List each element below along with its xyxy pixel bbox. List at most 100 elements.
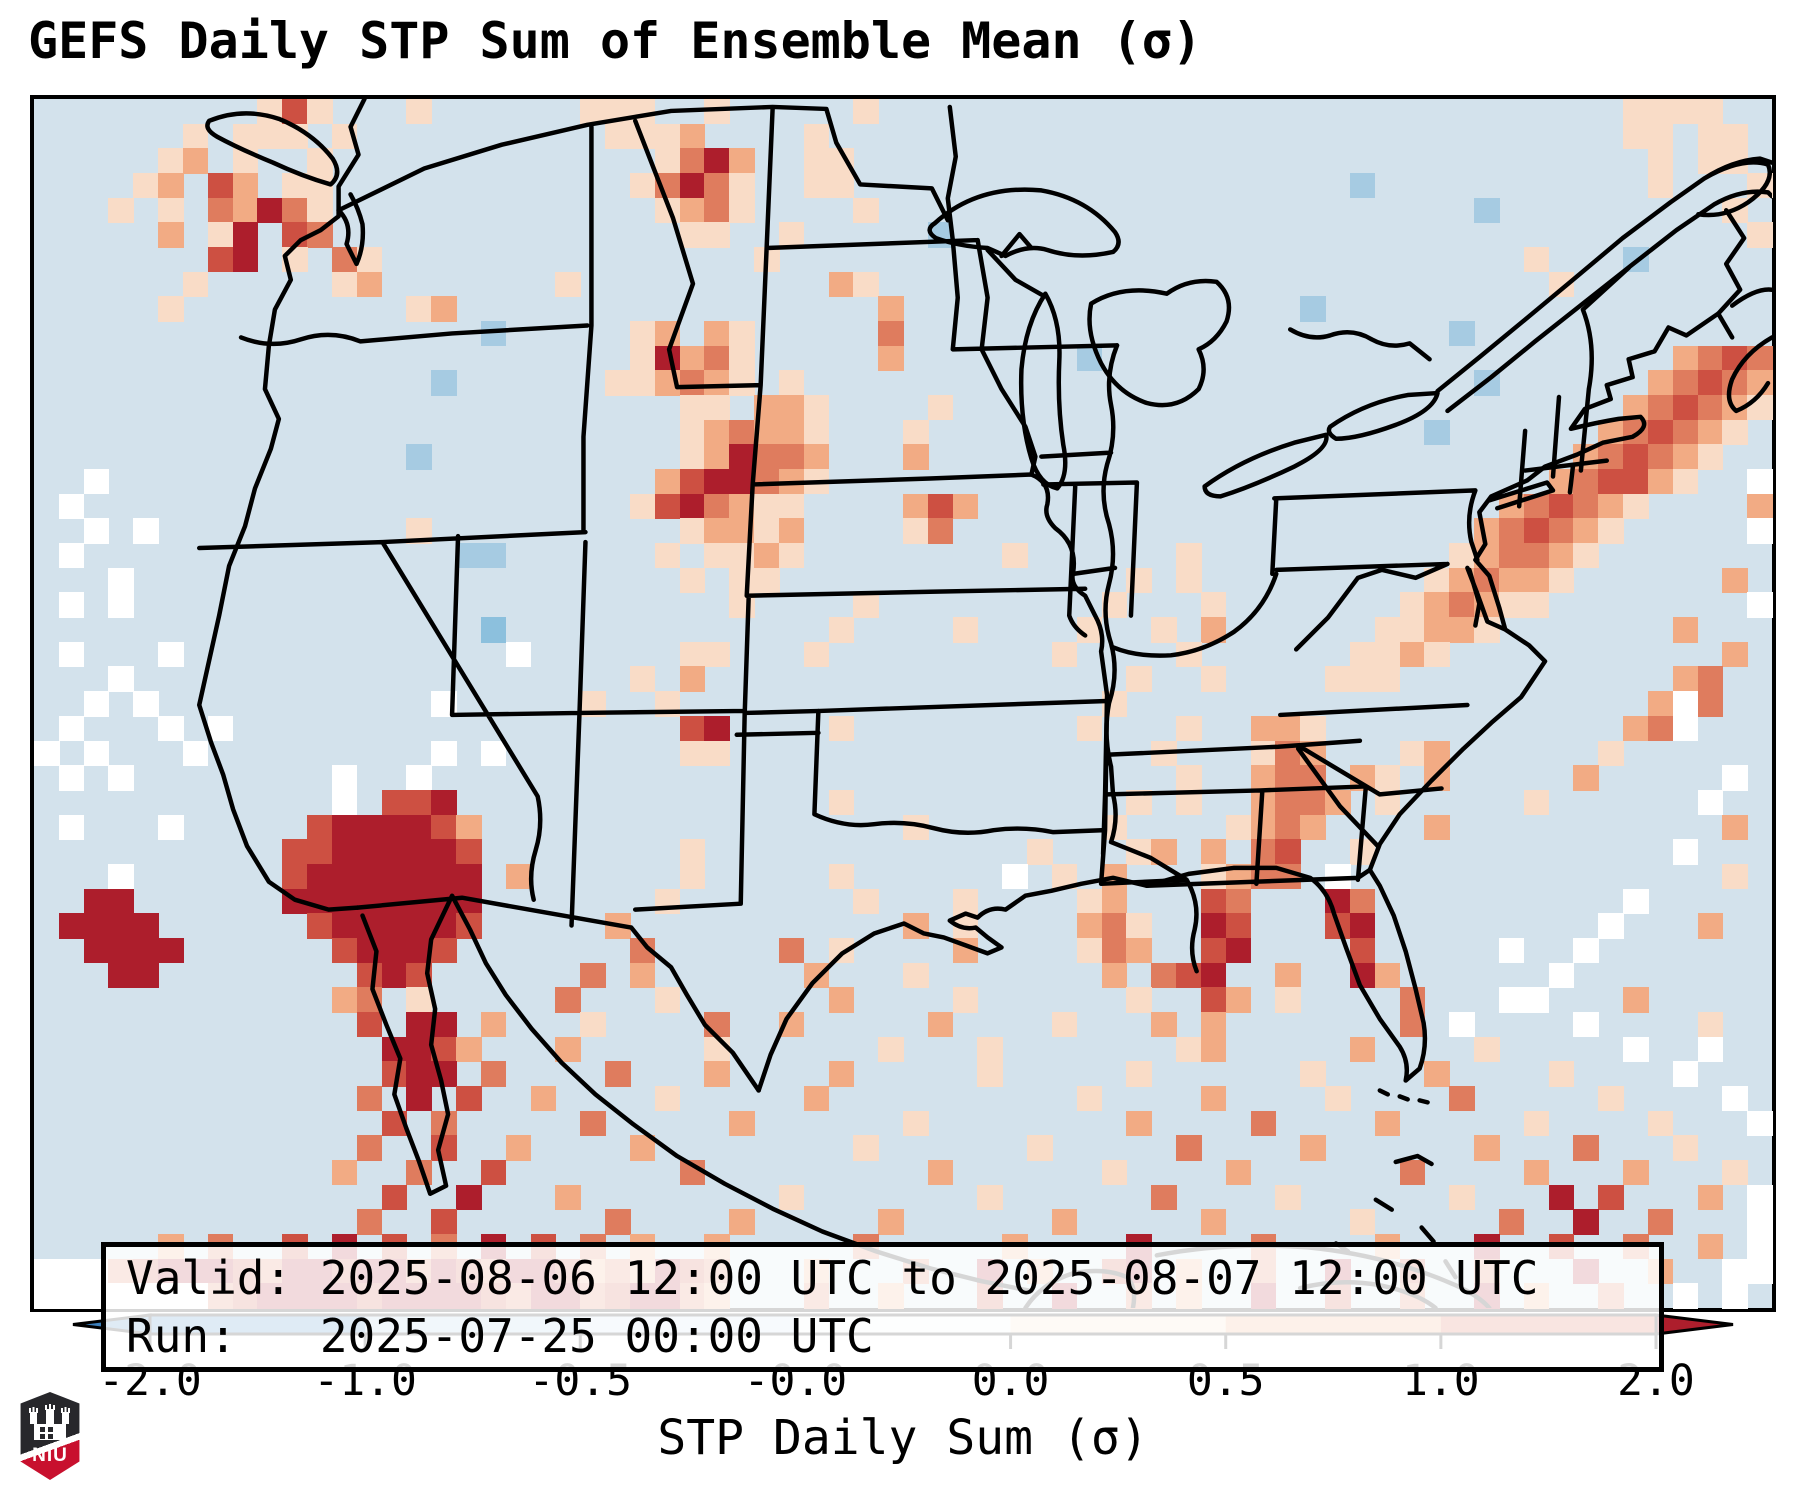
heatmap-cell	[1623, 1159, 1649, 1186]
heatmap-cell	[182, 271, 209, 298]
heatmap-cell	[729, 148, 755, 174]
heatmap-cell	[1200, 1209, 1227, 1235]
heatmap-cell	[878, 1036, 904, 1062]
heatmap-cell	[977, 1184, 1003, 1210]
heatmap-cell	[1672, 370, 1699, 396]
heatmap-cell	[1647, 691, 1674, 717]
heatmap-cell	[679, 345, 706, 372]
niu-logo: NIU	[20, 1392, 80, 1480]
heatmap-cell	[207, 247, 234, 273]
heatmap-cell	[108, 962, 134, 988]
heatmap-cell	[207, 222, 234, 248]
heatmap-cell	[232, 173, 259, 199]
heatmap-cell	[1722, 419, 1748, 446]
heatmap-cell	[1275, 789, 1301, 816]
heatmap-cell	[1722, 123, 1748, 150]
heatmap-cell	[1747, 1258, 1773, 1284]
heatmap-cell	[1200, 913, 1227, 939]
heatmap-cell	[1672, 691, 1699, 717]
heatmap-cell	[158, 814, 184, 840]
heatmap-cell	[331, 839, 358, 865]
heatmap-cell	[654, 493, 681, 520]
heatmap-cell	[1548, 1061, 1575, 1087]
heatmap-cell	[679, 715, 706, 742]
heatmap-cell	[307, 913, 333, 939]
heatmap-cell	[679, 395, 706, 421]
heatmap-cell	[1424, 641, 1450, 668]
heatmap-cell	[1747, 1233, 1773, 1260]
heatmap-cell	[1474, 1036, 1500, 1062]
heatmap-cell	[1275, 962, 1301, 988]
heatmap-cell	[927, 395, 954, 421]
heatmap-cell	[729, 370, 755, 396]
heatmap-cell	[58, 592, 85, 618]
heatmap-cell	[1548, 1184, 1575, 1210]
heatmap-cell	[1200, 1036, 1227, 1062]
heatmap-cell	[307, 839, 333, 865]
heatmap-cell	[108, 913, 134, 939]
heatmap-cell	[1449, 321, 1475, 347]
heatmap-cell	[331, 863, 358, 890]
heatmap-cell	[356, 839, 383, 865]
heatmap-cell	[778, 493, 805, 520]
heatmap-cell	[1250, 1110, 1277, 1136]
heatmap-cell	[729, 321, 755, 347]
heatmap-cell	[629, 666, 656, 692]
heatmap-cell	[555, 1184, 581, 1210]
heatmap-cell	[480, 1011, 507, 1038]
heatmap-cell	[1722, 1283, 1748, 1309]
heatmap-cell	[108, 765, 134, 791]
heatmap-cell	[1200, 888, 1227, 914]
heatmap-cell	[803, 173, 830, 199]
heatmap-cell	[1672, 99, 1699, 125]
heatmap-cell	[1126, 1110, 1152, 1136]
heatmap-cell	[133, 962, 159, 988]
heatmap-cell	[431, 863, 457, 890]
heatmap-cell	[1672, 666, 1699, 692]
heatmap-cell	[1523, 987, 1550, 1013]
heatmap-cell	[1349, 666, 1376, 692]
heatmap-cell	[1424, 1061, 1450, 1087]
heatmap-cell	[605, 123, 631, 150]
heatmap-cell	[1647, 1209, 1674, 1235]
heatmap-cell	[555, 987, 581, 1013]
heatmap-cell	[1697, 913, 1724, 939]
heatmap-cell	[952, 888, 979, 914]
heatmap-cell	[34, 740, 60, 766]
heatmap-cell	[1424, 592, 1450, 618]
heatmap-cell	[1672, 1135, 1699, 1161]
heatmap-cell	[903, 419, 929, 446]
heatmap-cell	[1200, 962, 1227, 988]
heatmap-cell	[952, 493, 979, 520]
heatmap-cell	[1747, 1209, 1773, 1235]
heatmap-cell	[878, 345, 904, 372]
heatmap-cell	[1598, 493, 1624, 520]
heatmap-cell	[480, 1159, 507, 1186]
heatmap-cell	[927, 1159, 954, 1186]
heatmap-cell	[1374, 765, 1401, 791]
heatmap-cell	[803, 419, 830, 446]
heatmap-cell	[1126, 913, 1152, 939]
heatmap-cell	[1151, 1011, 1177, 1038]
heatmap-cell	[1300, 1135, 1326, 1161]
heatmap-cell	[1474, 1135, 1500, 1161]
heatmap-cell	[778, 370, 805, 396]
heatmap-cell	[1548, 543, 1575, 569]
heatmap-cell	[1200, 1011, 1227, 1038]
heatmap-cell	[406, 863, 432, 890]
heatmap-cell	[1449, 592, 1475, 618]
castle-icon	[29, 1404, 70, 1440]
heatmap-cell	[679, 641, 706, 668]
heatmap-cell	[1176, 715, 1202, 742]
heatmap-cell	[1325, 1085, 1351, 1112]
heatmap-cell	[83, 937, 110, 964]
heatmap-cell	[381, 863, 408, 890]
state-borders-layer	[196, 99, 1772, 1308]
heatmap-cell	[1548, 962, 1575, 988]
heatmap-cell	[1623, 99, 1649, 125]
heatmap-cell	[1076, 715, 1103, 742]
heatmap-cell	[83, 691, 110, 717]
heatmap-cell	[704, 740, 730, 766]
heatmap-cell	[629, 173, 656, 199]
heatmap-cell	[778, 518, 805, 544]
